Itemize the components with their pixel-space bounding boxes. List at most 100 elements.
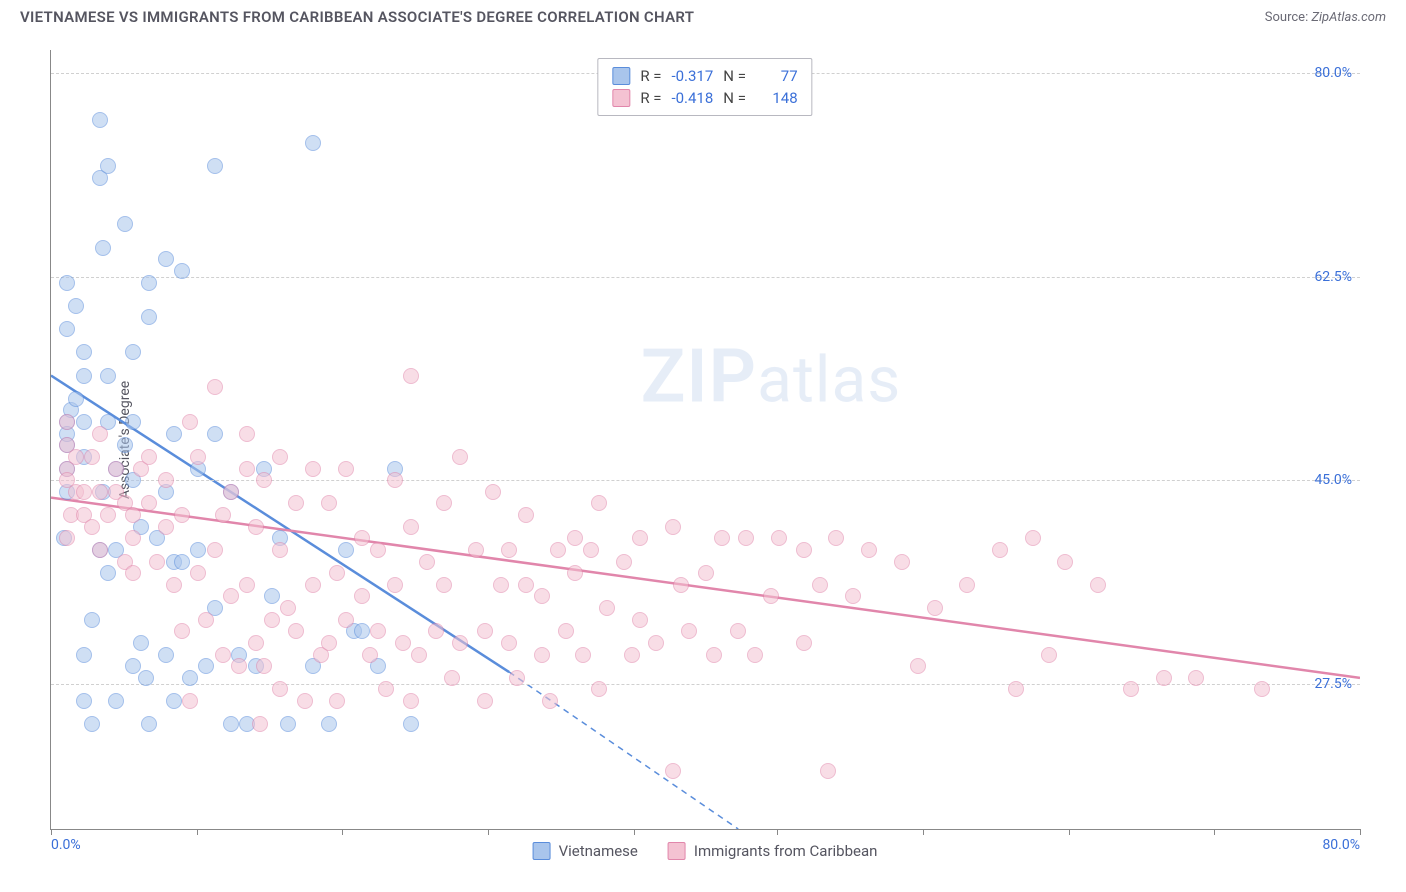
data-point [477, 693, 493, 709]
data-point [92, 484, 108, 500]
data-point [158, 251, 174, 267]
x-tick-mark [488, 829, 489, 835]
data-point [207, 158, 223, 174]
data-point [76, 344, 92, 360]
data-point [763, 588, 779, 604]
data-point [452, 449, 468, 465]
data-point [681, 623, 697, 639]
data-point [239, 461, 255, 477]
data-point [198, 658, 214, 674]
data-point [92, 542, 108, 558]
data-point [117, 437, 133, 453]
data-point [272, 681, 288, 697]
watermark: ZIPatlas [641, 334, 902, 421]
stat-row-series-b: R = -0.418 N = 148 [612, 87, 797, 109]
data-point [125, 414, 141, 430]
data-point [338, 612, 354, 628]
data-point [76, 484, 92, 500]
data-point [567, 565, 583, 581]
data-point [370, 542, 386, 558]
data-point [125, 530, 141, 546]
chart-title: VIETNAMESE VS IMMIGRANTS FROM CARIBBEAN … [20, 8, 694, 26]
data-point [138, 670, 154, 686]
y-tick-label: 80.0% [1314, 65, 1352, 81]
data-point [321, 495, 337, 511]
data-point [117, 216, 133, 232]
data-point [239, 426, 255, 442]
data-point [387, 577, 403, 593]
data-point [493, 577, 509, 593]
data-point [1188, 670, 1204, 686]
x-axis-max-label: 80.0% [1322, 837, 1360, 853]
data-point [84, 449, 100, 465]
data-point [485, 484, 501, 500]
data-point [231, 658, 247, 674]
data-point [419, 554, 435, 570]
data-point [1057, 554, 1073, 570]
data-point [248, 519, 264, 535]
data-point [223, 588, 239, 604]
gridline [51, 277, 1360, 278]
data-point [207, 542, 223, 558]
data-point [174, 623, 190, 639]
data-point [468, 542, 484, 558]
x-axis-min-label: 0.0% [51, 837, 81, 853]
data-point [558, 623, 574, 639]
data-point [403, 519, 419, 535]
data-point [84, 519, 100, 535]
data-point [215, 647, 231, 663]
data-point [403, 693, 419, 709]
data-point [182, 693, 198, 709]
data-point [256, 658, 272, 674]
data-point [108, 461, 124, 477]
legend-item-b: Immigrants from Caribbean [668, 842, 878, 860]
data-point [305, 577, 321, 593]
data-point [820, 763, 836, 779]
data-point [452, 635, 468, 651]
data-point [141, 275, 157, 291]
data-point [387, 472, 403, 488]
data-point [92, 426, 108, 442]
data-point [436, 495, 452, 511]
data-point [158, 472, 174, 488]
chart-source: Source: ZipAtlas.com [1265, 10, 1386, 25]
data-point [76, 368, 92, 384]
data-point [264, 612, 280, 628]
data-point [125, 565, 141, 581]
data-point [648, 635, 664, 651]
data-point [796, 635, 812, 651]
chart-area: Associate's Degree ZIPatlas 0.0% 80.0% 2… [50, 50, 1360, 830]
data-point [68, 391, 84, 407]
data-point [190, 565, 206, 581]
data-point [411, 647, 427, 663]
data-point [403, 368, 419, 384]
data-point [501, 542, 517, 558]
data-point [305, 461, 321, 477]
data-point [149, 554, 165, 570]
x-tick-mark [51, 829, 52, 835]
data-point [174, 263, 190, 279]
legend-swatch-a [533, 842, 551, 860]
data-point [297, 693, 313, 709]
data-point [632, 612, 648, 628]
data-point [133, 635, 149, 651]
data-point [256, 472, 272, 488]
data-point [272, 449, 288, 465]
data-point [166, 426, 182, 442]
data-point [828, 530, 844, 546]
data-point [158, 519, 174, 535]
data-point [158, 647, 174, 663]
data-point [223, 716, 239, 732]
data-point [567, 530, 583, 546]
data-point [329, 693, 345, 709]
data-point [108, 693, 124, 709]
x-tick-mark [634, 829, 635, 835]
data-point [329, 565, 345, 581]
data-point [272, 542, 288, 558]
data-point [125, 344, 141, 360]
data-point [141, 716, 157, 732]
data-point [992, 542, 1008, 558]
legend-swatch-b [668, 842, 686, 860]
data-point [141, 309, 157, 325]
y-tick-label: 45.0% [1314, 472, 1352, 488]
